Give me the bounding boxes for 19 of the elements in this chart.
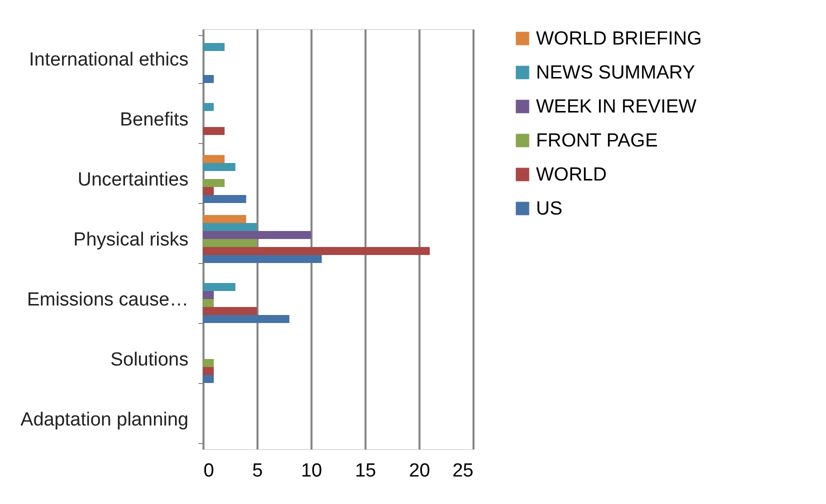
x-tick-label: 0	[204, 460, 214, 482]
y-tick-label: Uncertainties	[78, 170, 188, 190]
legend-label: NEWS SUMMARY	[536, 62, 696, 84]
y-tick-label: International ethics	[29, 50, 188, 70]
legend-label: WORLD BRIEFING	[536, 28, 702, 50]
y-tick-label: Benefits	[120, 110, 188, 130]
legend-label: FRONT PAGE	[536, 130, 658, 152]
x-tick-label: 5	[252, 460, 263, 482]
x-tick-label: 20	[408, 460, 430, 482]
legend-label: US	[536, 198, 562, 220]
y-tick-label: Physical risks	[73, 230, 188, 250]
y-tick-label: Solutions	[110, 350, 188, 370]
x-tick-label: 25	[452, 460, 474, 482]
legend-label: WEEK IN REVIEW	[536, 96, 697, 118]
y-tick-label: Emissions cause…	[26, 290, 188, 310]
legend-label: WORLD	[536, 164, 607, 186]
x-tick-label: 10	[300, 460, 322, 482]
x-tick-label: 15	[354, 460, 376, 482]
y-tick-label: Adaptation planning	[20, 410, 188, 430]
